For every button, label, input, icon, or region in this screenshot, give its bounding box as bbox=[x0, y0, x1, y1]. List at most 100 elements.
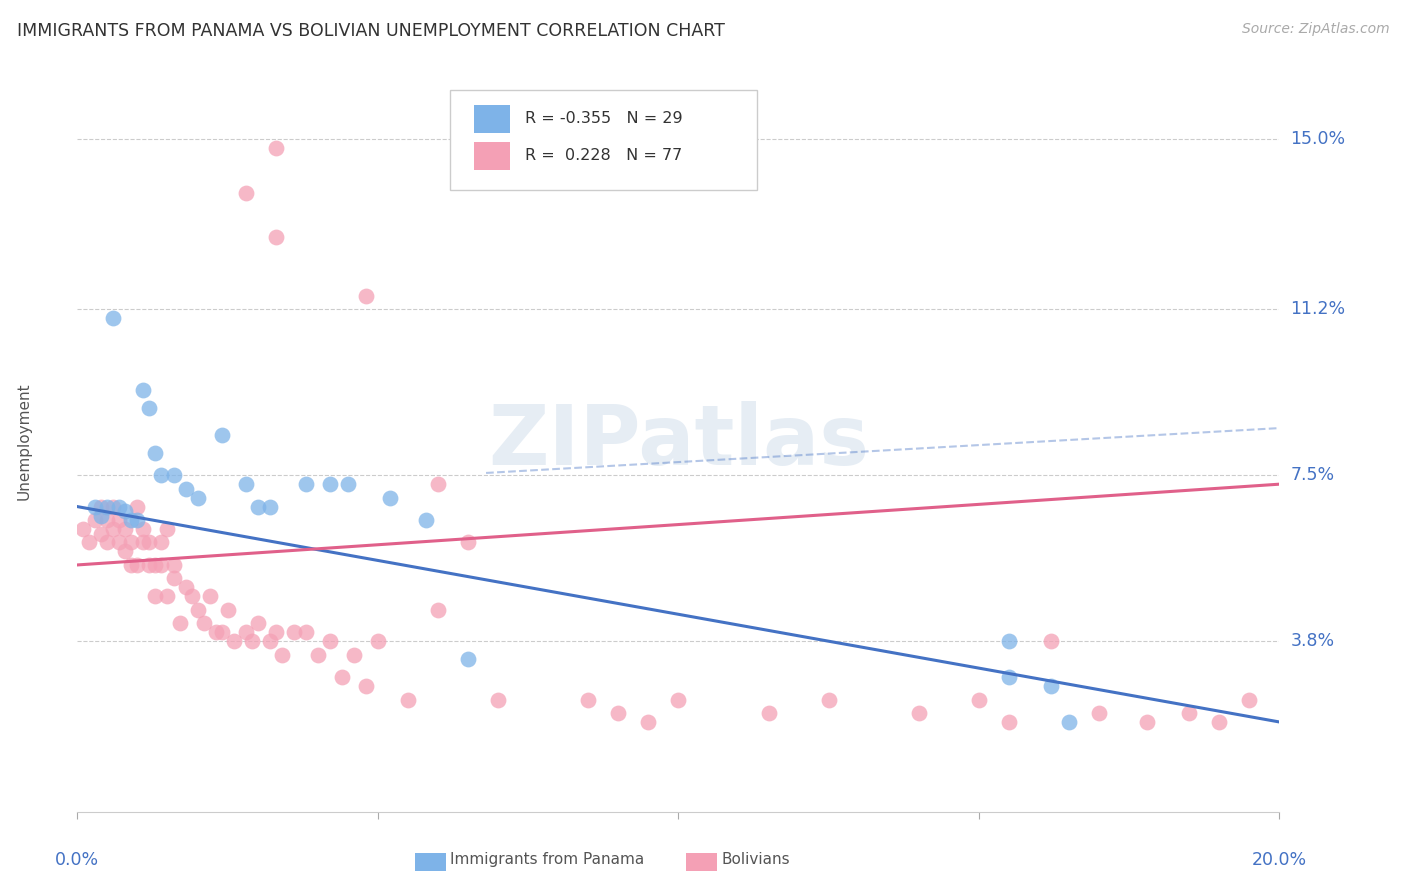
Point bbox=[486, 692, 509, 706]
Point bbox=[457, 535, 479, 549]
Point bbox=[103, 311, 125, 326]
Point bbox=[138, 558, 160, 572]
FancyBboxPatch shape bbox=[474, 142, 510, 169]
Point bbox=[1178, 706, 1201, 720]
Point bbox=[108, 535, 131, 549]
Point bbox=[367, 634, 389, 648]
Point bbox=[319, 477, 342, 491]
Text: 11.2%: 11.2% bbox=[1291, 301, 1346, 318]
Point bbox=[270, 648, 292, 662]
Point bbox=[211, 427, 233, 442]
Point bbox=[343, 648, 366, 662]
Point bbox=[235, 186, 257, 200]
Point bbox=[211, 625, 233, 640]
Point bbox=[330, 670, 353, 684]
Point bbox=[427, 603, 450, 617]
Point bbox=[96, 535, 118, 549]
Point bbox=[235, 625, 257, 640]
Point bbox=[758, 706, 780, 720]
Point bbox=[150, 558, 173, 572]
Text: IMMIGRANTS FROM PANAMA VS BOLIVIAN UNEMPLOYMENT CORRELATION CHART: IMMIGRANTS FROM PANAMA VS BOLIVIAN UNEMP… bbox=[17, 22, 724, 40]
Point bbox=[222, 634, 245, 648]
Text: R = -0.355   N = 29: R = -0.355 N = 29 bbox=[524, 112, 682, 127]
Point bbox=[174, 580, 197, 594]
Point bbox=[457, 652, 479, 666]
Point bbox=[127, 500, 149, 514]
Point bbox=[217, 603, 239, 617]
Point bbox=[162, 558, 184, 572]
Point bbox=[294, 477, 316, 491]
Point bbox=[150, 468, 173, 483]
Point bbox=[138, 535, 160, 549]
FancyBboxPatch shape bbox=[450, 90, 756, 190]
Point bbox=[79, 535, 101, 549]
FancyBboxPatch shape bbox=[474, 104, 510, 133]
Point bbox=[114, 504, 136, 518]
Text: 3.8%: 3.8% bbox=[1291, 632, 1334, 650]
Point bbox=[204, 625, 226, 640]
Point bbox=[283, 625, 305, 640]
Point bbox=[967, 692, 990, 706]
Point bbox=[90, 500, 112, 514]
Point bbox=[145, 446, 167, 460]
Point bbox=[240, 634, 263, 648]
Point bbox=[427, 477, 450, 491]
Point bbox=[72, 522, 94, 536]
Point bbox=[1136, 714, 1159, 729]
Point bbox=[96, 513, 118, 527]
Point bbox=[998, 714, 1021, 729]
Point bbox=[637, 714, 659, 729]
Point bbox=[193, 616, 215, 631]
Point bbox=[162, 571, 184, 585]
Text: 7.5%: 7.5% bbox=[1291, 467, 1334, 484]
Point bbox=[668, 692, 690, 706]
Point bbox=[378, 491, 401, 505]
Point bbox=[354, 679, 377, 693]
Point bbox=[132, 535, 155, 549]
Point bbox=[607, 706, 630, 720]
Point bbox=[259, 634, 281, 648]
Point bbox=[264, 141, 287, 155]
Point bbox=[150, 535, 173, 549]
Point bbox=[145, 590, 167, 604]
Point bbox=[235, 477, 257, 491]
Point bbox=[169, 616, 191, 631]
Point bbox=[145, 558, 167, 572]
Point bbox=[198, 590, 221, 604]
Point bbox=[108, 500, 131, 514]
Point bbox=[817, 692, 839, 706]
Point bbox=[1057, 714, 1080, 729]
Text: R =  0.228   N = 77: R = 0.228 N = 77 bbox=[524, 148, 682, 163]
Point bbox=[1088, 706, 1111, 720]
Point bbox=[1239, 692, 1261, 706]
Text: ZIPatlas: ZIPatlas bbox=[488, 401, 869, 482]
Point bbox=[90, 526, 112, 541]
Text: 20.0%: 20.0% bbox=[1251, 851, 1308, 869]
Point bbox=[264, 230, 287, 244]
Text: Unemployment: Unemployment bbox=[17, 383, 32, 500]
Point bbox=[103, 522, 125, 536]
Point bbox=[108, 513, 131, 527]
Point bbox=[103, 500, 125, 514]
Point bbox=[127, 558, 149, 572]
Point bbox=[120, 535, 142, 549]
Point bbox=[114, 544, 136, 558]
Point bbox=[84, 500, 107, 514]
Point bbox=[319, 634, 342, 648]
Point bbox=[336, 477, 359, 491]
Point bbox=[84, 513, 107, 527]
Point bbox=[174, 482, 197, 496]
Point bbox=[246, 500, 269, 514]
Point bbox=[908, 706, 931, 720]
Point bbox=[1040, 679, 1063, 693]
Point bbox=[354, 289, 377, 303]
Point bbox=[186, 603, 209, 617]
Point bbox=[998, 634, 1021, 648]
Point bbox=[96, 500, 118, 514]
Point bbox=[264, 625, 287, 640]
Text: Bolivians: Bolivians bbox=[721, 853, 790, 867]
Point bbox=[132, 383, 155, 397]
Point bbox=[132, 522, 155, 536]
Point bbox=[120, 513, 142, 527]
Point bbox=[576, 692, 599, 706]
